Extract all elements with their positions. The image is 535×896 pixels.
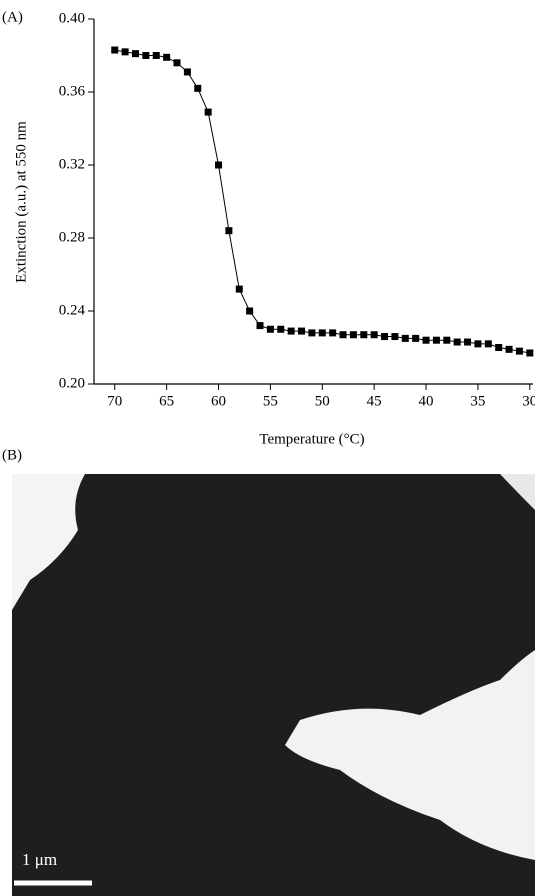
data-point (401, 334, 409, 342)
data-point (370, 331, 378, 339)
x-tick-label: 60 (211, 393, 226, 409)
y-axis-title: Extinction (a.u.) at 550 nm (13, 121, 29, 283)
data-point (443, 336, 451, 344)
data-point (349, 331, 357, 339)
x-tick-label: 35 (470, 393, 485, 409)
scale-bar-label: 1 μm (22, 850, 57, 869)
data-point (121, 48, 129, 56)
x-tick-label: 30 (522, 393, 535, 409)
y-tick-label: 0.28 (59, 229, 85, 245)
data-point (453, 338, 461, 346)
data-point (391, 333, 399, 341)
data-point (381, 333, 389, 341)
x-tick-label: 55 (263, 393, 278, 409)
y-tick-label: 0.32 (59, 156, 85, 172)
data-point (183, 68, 191, 76)
data-point (163, 53, 171, 61)
panel-label: (B) (2, 447, 22, 463)
x-tick-label: 40 (419, 393, 434, 409)
data-point (474, 340, 482, 348)
data-point (526, 349, 534, 357)
data-point (246, 307, 254, 315)
x-tick-label: 65 (159, 393, 174, 409)
data-point (266, 325, 274, 333)
y-tick-label: 0.40 (59, 10, 85, 26)
tem-image (12, 474, 535, 896)
data-point (298, 327, 306, 335)
data-point (412, 334, 420, 342)
data-point (235, 285, 243, 293)
data-point (152, 52, 160, 59)
data-point (225, 227, 233, 235)
data-point (329, 329, 337, 337)
data-point (339, 331, 347, 339)
data-point (287, 327, 295, 335)
data-point (432, 336, 440, 344)
data-point (484, 340, 492, 348)
y-tick-label: 0.36 (59, 83, 86, 99)
data-point (422, 336, 430, 344)
data-point (204, 108, 212, 116)
y-tick-label: 0.20 (59, 375, 85, 391)
panel-label: (A) (2, 9, 23, 25)
data-point (515, 347, 523, 355)
data-point (308, 329, 316, 337)
x-tick-label: 50 (315, 393, 330, 409)
data-point (111, 46, 119, 54)
x-tick-label: 70 (107, 393, 122, 409)
data-point (505, 345, 513, 353)
data-point (142, 52, 150, 59)
x-tick-label: 45 (367, 393, 382, 409)
data-point (464, 338, 472, 346)
data-point (173, 59, 181, 67)
data-point (360, 331, 368, 339)
data-point (318, 329, 326, 337)
y-tick-label: 0.24 (59, 302, 86, 318)
x-axis-title: Temperature (°C) (259, 431, 364, 447)
data-point (215, 161, 223, 169)
data-point (194, 84, 202, 92)
data-line (114, 49, 530, 354)
data-point (256, 322, 264, 330)
data-point (495, 344, 503, 351)
data-point (132, 50, 140, 58)
data-point (277, 325, 285, 333)
